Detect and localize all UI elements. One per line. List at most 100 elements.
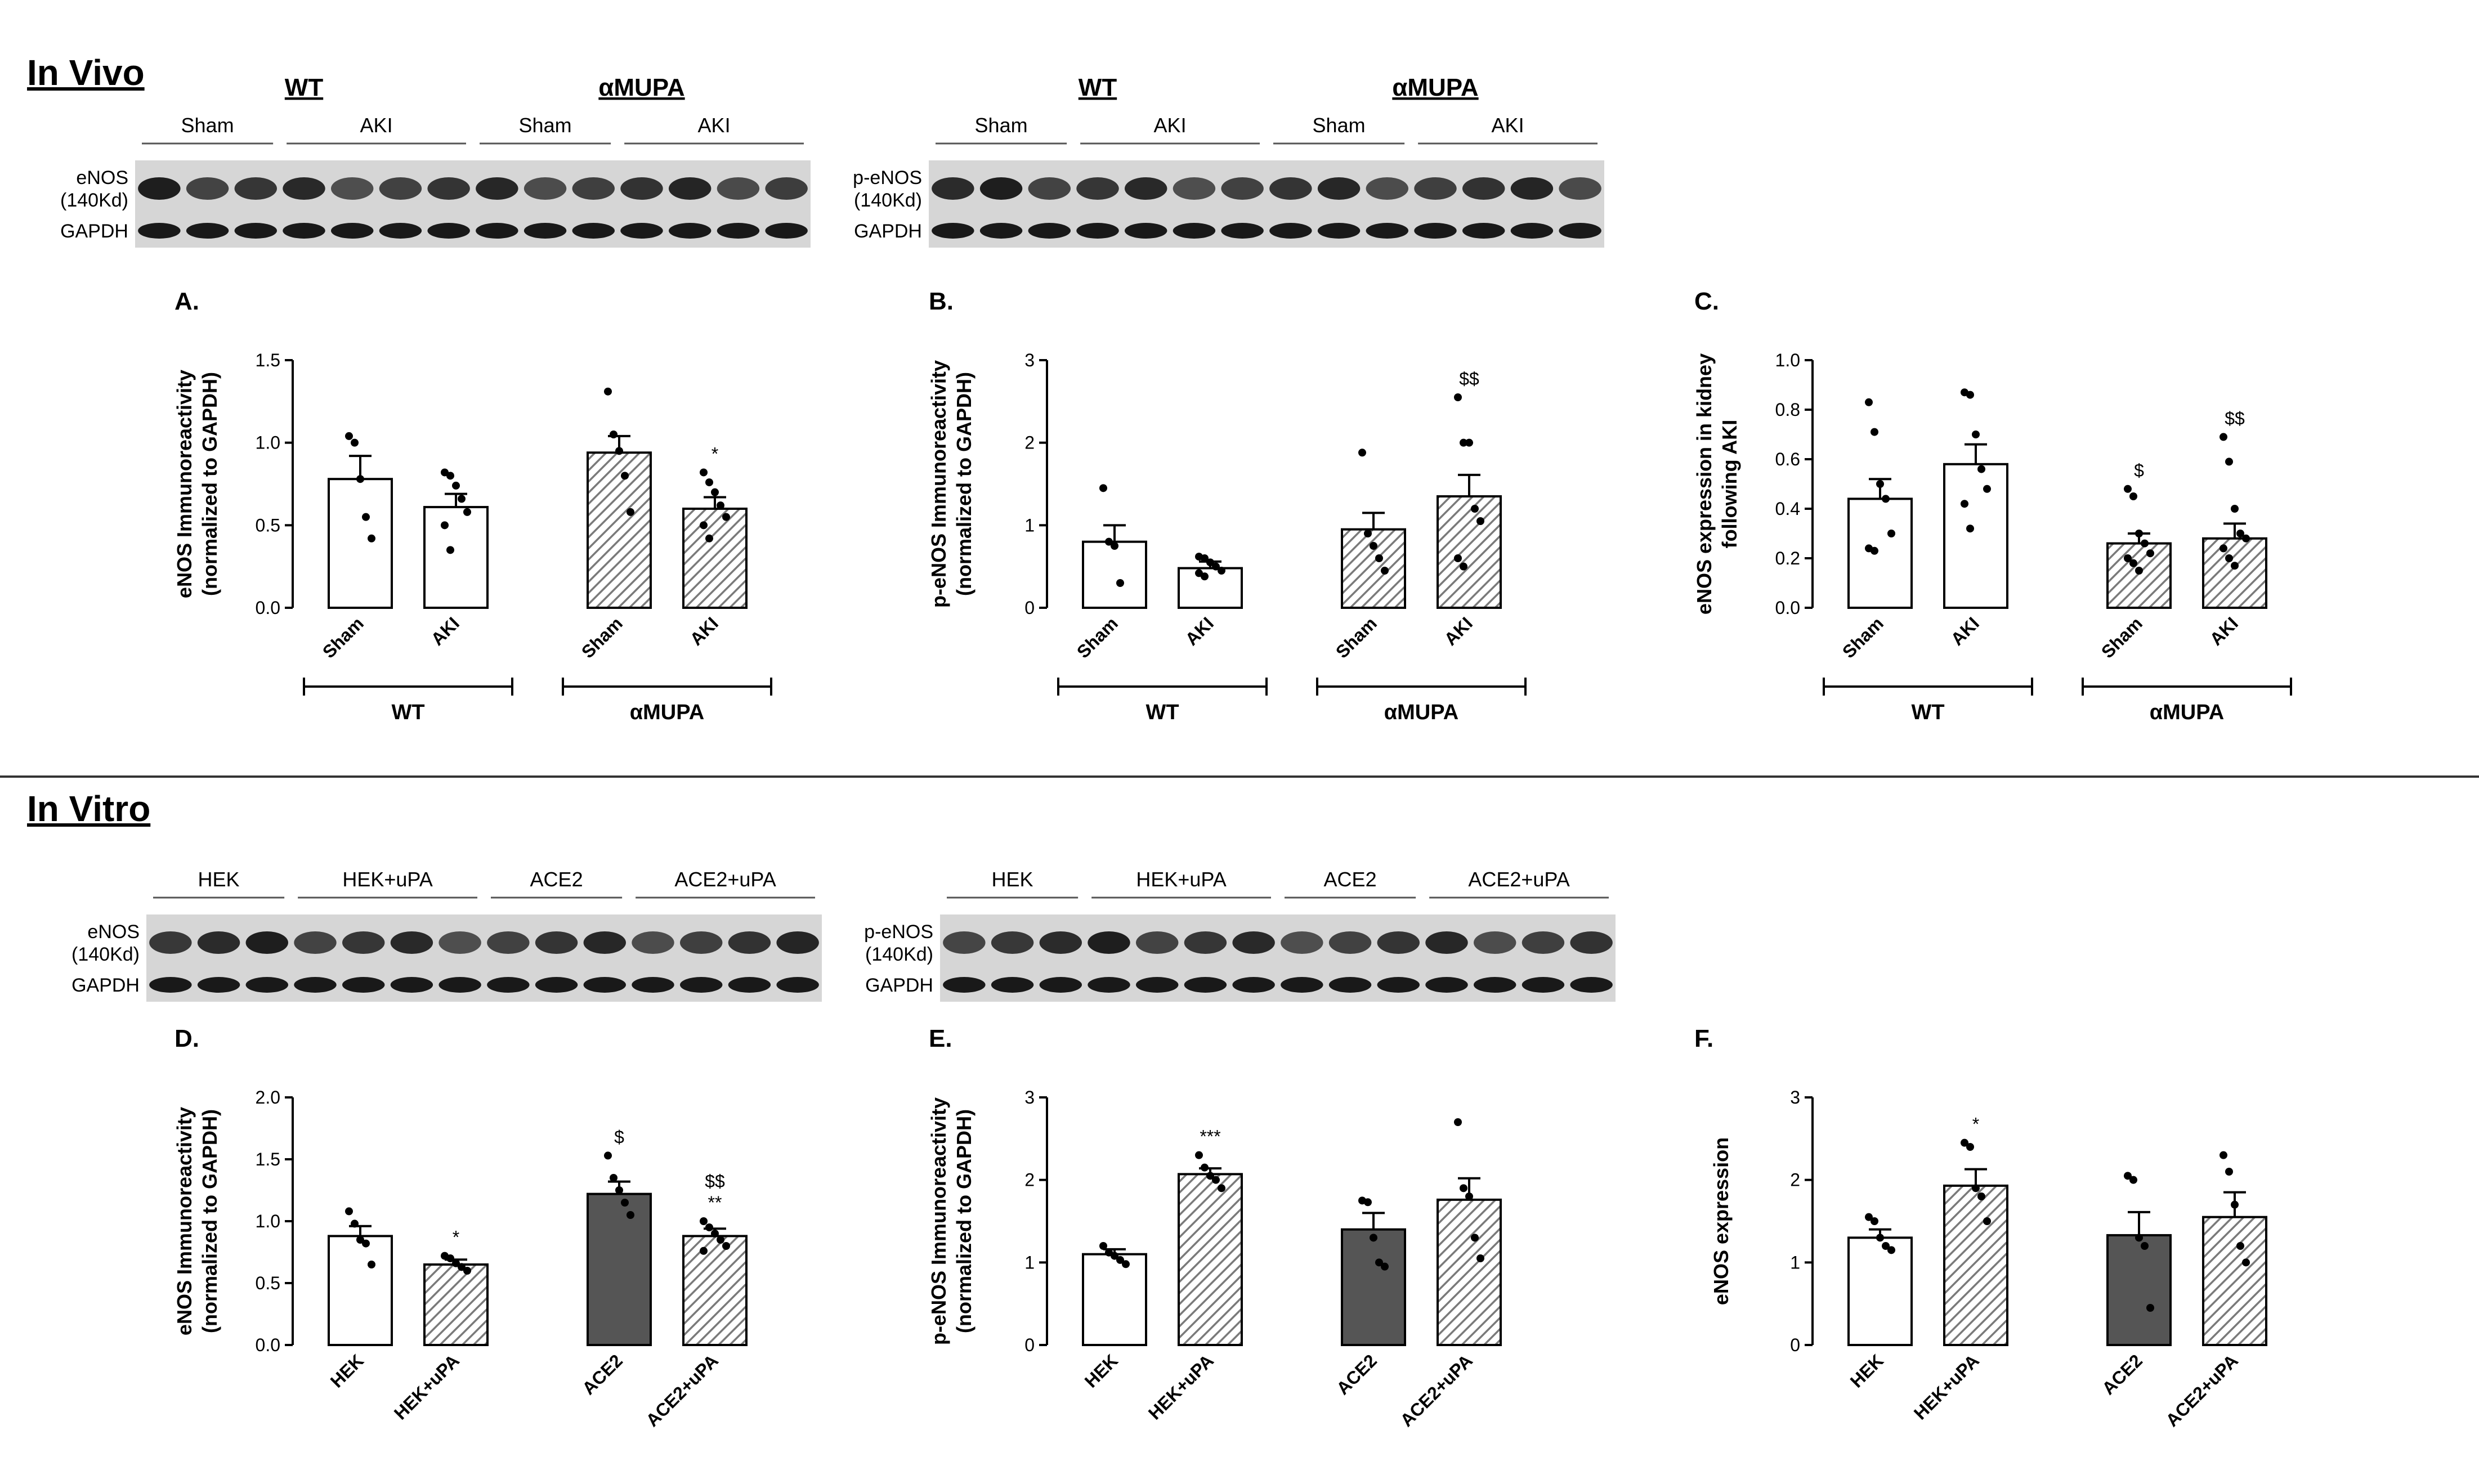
data-point bbox=[1983, 1217, 1991, 1225]
blot-band bbox=[1269, 223, 1312, 239]
blot-lane-group-label: ACE2 bbox=[1324, 868, 1377, 891]
data-point bbox=[1966, 391, 1974, 399]
data-point bbox=[1966, 524, 1974, 533]
y-axis-label: eNOS Immunoreactivity bbox=[173, 370, 196, 598]
blot-lane-group-label: HEK bbox=[992, 868, 1033, 891]
data-point bbox=[463, 1267, 471, 1275]
blot-band bbox=[331, 177, 374, 200]
bar bbox=[1178, 567, 1243, 609]
data-point bbox=[705, 1223, 713, 1231]
blot-svg: WT Sham AKI αMUPA Sham AKI p-eNOS(140Kd) GAPDH bbox=[853, 74, 1604, 248]
y-tick-label: 0 bbox=[1790, 1335, 1800, 1355]
blot-band bbox=[427, 177, 470, 200]
blot-band bbox=[1366, 177, 1408, 200]
blot-band bbox=[1425, 977, 1468, 993]
blot-band bbox=[294, 977, 337, 993]
y-tick-label: 2 bbox=[1024, 433, 1035, 453]
data-point bbox=[2242, 534, 2250, 543]
bar bbox=[2106, 542, 2172, 609]
blot-band bbox=[1328, 977, 1372, 993]
blot-band bbox=[1281, 931, 1323, 954]
blot-band bbox=[1462, 177, 1505, 200]
y-tick-label: 0.0 bbox=[1775, 598, 1800, 618]
data-point bbox=[1454, 393, 1462, 401]
blot-band bbox=[1039, 977, 1082, 993]
blot-band bbox=[717, 177, 760, 200]
bar bbox=[1847, 1236, 1913, 1347]
blot-group-label: WT bbox=[1079, 74, 1117, 101]
data-point bbox=[2146, 549, 2154, 558]
data-point bbox=[1460, 438, 1467, 447]
data-point bbox=[615, 447, 623, 455]
blot-band bbox=[728, 931, 771, 954]
y-axis-label: eNOS expression bbox=[1710, 1137, 1733, 1305]
data-point bbox=[1865, 1213, 1873, 1221]
blot-band bbox=[186, 177, 229, 200]
blot-in-vitro-enos: HEK HEK+uPA ACE2 ACE2+uPA eNOS (140Kd) GAPDH bbox=[56, 850, 827, 1041]
blot-band bbox=[138, 223, 181, 239]
blot-band bbox=[245, 977, 288, 993]
x-tick-label: Sham bbox=[578, 613, 627, 662]
blot-band bbox=[1221, 223, 1264, 239]
y-tick-label: 2 bbox=[1024, 1170, 1035, 1190]
x-tick-label: Sham bbox=[2097, 613, 2146, 662]
blot-band bbox=[1425, 931, 1468, 954]
data-point bbox=[621, 472, 629, 480]
blot-band bbox=[1377, 931, 1420, 954]
bar bbox=[2202, 1216, 2267, 1346]
blot-band bbox=[669, 177, 712, 200]
bar bbox=[1082, 1253, 1147, 1346]
data-point bbox=[1201, 1163, 1209, 1172]
data-point bbox=[2135, 567, 2143, 575]
blot-band bbox=[1088, 931, 1130, 954]
blot-band bbox=[632, 977, 674, 993]
data-point bbox=[1375, 1258, 1383, 1267]
blot-band bbox=[1414, 223, 1457, 239]
y-axis-label: p-eNOS Immunoreactivity bbox=[927, 360, 950, 608]
data-point bbox=[446, 472, 454, 480]
panel-label: A. bbox=[174, 288, 199, 315]
data-point bbox=[1460, 562, 1467, 571]
data-point bbox=[2225, 1168, 2233, 1176]
y-tick-label: 2.0 bbox=[256, 1087, 280, 1108]
blot-band bbox=[776, 931, 819, 954]
data-point bbox=[2124, 485, 2132, 493]
data-point bbox=[1871, 1217, 1878, 1225]
blot-row-sublabel: (140Kd) bbox=[60, 190, 128, 211]
panel-label: E. bbox=[929, 1025, 952, 1052]
blot-band bbox=[1076, 177, 1119, 200]
data-point bbox=[1212, 1176, 1220, 1184]
data-point bbox=[356, 1236, 364, 1244]
blot-band bbox=[1414, 177, 1457, 200]
y-tick-label: 1.5 bbox=[256, 350, 280, 370]
x-tick-label: HEK+uPA bbox=[1144, 1350, 1218, 1423]
blot-band bbox=[1559, 223, 1601, 239]
blot-band bbox=[1317, 177, 1361, 200]
blot-band bbox=[583, 977, 626, 993]
data-point bbox=[705, 534, 713, 543]
data-point bbox=[452, 481, 460, 490]
blot-band bbox=[331, 223, 374, 239]
blot-svg: HEK HEK+uPA ACE2 ACE2+uPA eNOS(140Kd) GAPDH bbox=[71, 868, 822, 1002]
data-point bbox=[452, 1259, 460, 1267]
blot-band bbox=[728, 977, 771, 993]
data-point bbox=[1961, 500, 1968, 508]
y-tick-label: 1.0 bbox=[1775, 350, 1800, 370]
bar bbox=[1341, 528, 1406, 609]
data-point bbox=[1876, 480, 1884, 488]
x-tick-label: ACE2 bbox=[1332, 1350, 1381, 1398]
y-tick-label: 1 bbox=[1024, 515, 1035, 535]
bar bbox=[1943, 463, 2008, 609]
data-point bbox=[368, 534, 375, 543]
blot-band bbox=[149, 931, 192, 954]
data-point bbox=[1099, 1242, 1107, 1250]
x-tick-label: HEK+uPA bbox=[1910, 1350, 1983, 1423]
blot-lane-group-label: Sham bbox=[975, 114, 1028, 137]
blot-svg: HEK HEK+uPA ACE2 ACE2+uPA p-eNOS(140Kd) GAPDH bbox=[864, 868, 1616, 1002]
y-axis-sublabel: following AKI bbox=[1718, 420, 1741, 549]
x-tick-label: Sham bbox=[1332, 613, 1381, 662]
data-point bbox=[1111, 542, 1118, 550]
blot-band bbox=[234, 223, 277, 239]
blot-band bbox=[1281, 977, 1323, 993]
blot-band bbox=[572, 223, 615, 239]
